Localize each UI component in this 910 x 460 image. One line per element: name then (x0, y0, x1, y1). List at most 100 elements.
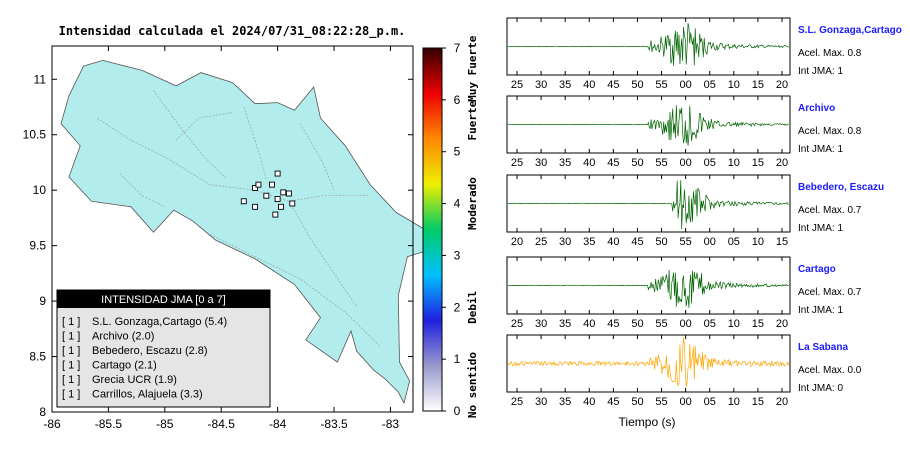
road-line (153, 90, 228, 180)
time-tick-label: 10 (728, 396, 740, 408)
road-line (288, 201, 357, 307)
legend-station: Archivo (2.0) (92, 331, 154, 343)
jma-intensity: Int JMA: 0 (798, 383, 843, 394)
time-tick-label: 30 (535, 318, 547, 330)
station-marker (269, 181, 275, 188)
legend-intensity: [ 1 ] (62, 360, 80, 372)
time-tick-label: 40 (583, 79, 595, 91)
colorbar-tick-label: 1 (454, 352, 461, 366)
colorbar-band-label: No sentido (466, 352, 479, 419)
map-frame (51, 45, 414, 413)
waveform-trace (507, 105, 789, 146)
time-tick-label: 10 (728, 79, 740, 91)
colorbar-tick-label: 5 (454, 145, 461, 159)
time-tick-label: 50 (631, 157, 643, 169)
station-marker (274, 196, 281, 203)
time-tick-label: 40 (607, 236, 619, 248)
road-line (243, 106, 267, 180)
time-tick-label: 30 (559, 236, 571, 248)
legend-header (57, 290, 270, 308)
time-tick-label: 20 (776, 79, 788, 91)
time-tick-label: 00 (680, 79, 692, 91)
time-tick-label: 00 (680, 157, 692, 169)
peak-acceleration: Acel. Max. 0.7 (798, 205, 862, 216)
time-tick-label: 35 (559, 396, 571, 408)
station-name: Archivo (798, 103, 835, 114)
legend-intensity: [ 1 ] (62, 374, 80, 386)
time-tick-label: 45 (607, 79, 619, 91)
legend-intensity: [ 1 ] (62, 389, 80, 401)
intensity-legend (56, 289, 271, 408)
time-tick-label: 25 (511, 318, 523, 330)
time-tick-label: 25 (511, 157, 523, 169)
waveform-trace (508, 23, 789, 66)
time-tick-label: 35 (559, 79, 571, 91)
x-tick-label: -86 (43, 417, 61, 431)
waveform-trace (508, 269, 789, 308)
time-tick-label: 20 (776, 318, 788, 330)
time-tick-label: 40 (583, 396, 595, 408)
station-marker (252, 185, 259, 191)
station-name: S.L. Gonzaga,Cartago (798, 25, 902, 36)
station-marker (252, 203, 259, 210)
time-tick-label: 20 (776, 157, 788, 169)
time-tick-label: 05 (704, 396, 716, 408)
time-tick-label: 25 (535, 236, 547, 248)
map-title: Intensidad calculada el 2024/07/31_08:22… (59, 24, 406, 39)
y-tick-label: 8.5 (29, 350, 46, 364)
time-tick-label: 15 (752, 396, 764, 408)
waveform-panel: 20 25 30 35 40 45 50 55 00 05 10 15 Bebedero, Escazu… (506, 174, 884, 248)
legend-intensity: [ 1 ] (62, 316, 80, 328)
time-tick-label: 50 (631, 396, 643, 408)
jma-intensity: Int JMA: 1 (798, 66, 843, 77)
time-tick-label: 40 (583, 318, 595, 330)
time-tick-label: 35 (559, 318, 571, 330)
station-marker (255, 181, 262, 188)
time-tick-label: 35 (559, 157, 571, 169)
station-name: La Sabana (798, 342, 848, 353)
y-tick-label: 9 (39, 294, 46, 308)
time-tick-label: 10 (728, 157, 740, 169)
station-name: Cartago (798, 264, 836, 275)
colorbar-band-label: Moderado (466, 177, 479, 230)
station-marker (272, 211, 279, 218)
x-tick-label: -83 (382, 417, 400, 431)
time-tick-label: 50 (631, 318, 643, 330)
time-tick-label: 55 (655, 157, 667, 169)
time-tick-label: 00 (680, 396, 692, 408)
waveform-panel: 25 30 35 40 45 50 55 00 05 10 15 20 Archivo Acel. Max… (506, 95, 862, 169)
time-tick-label: 15 (776, 236, 788, 248)
legend-station: Bebedero, Escazu (2.8) (92, 345, 208, 357)
peak-acceleration: Acel. Max. 0.0 (798, 365, 862, 376)
road-line (175, 112, 233, 141)
legend-title: INTENSIDAD JMA [0 a 7] (101, 294, 226, 306)
time-tick-label: 25 (511, 79, 523, 91)
colorbar (422, 47, 443, 412)
waveform-panel: 25 30 35 40 45 50 55 00 05 10 15 20 Cartago Acel. Max… (506, 256, 862, 330)
colorbar-tick-label: 4 (454, 197, 461, 211)
time-tick-label: 05 (704, 318, 716, 330)
time-tick-label: 45 (607, 318, 619, 330)
time-tick-label: 55 (680, 236, 692, 248)
station-marker (280, 189, 287, 196)
time-tick-label: 00 (680, 318, 692, 330)
country-outline (60, 59, 434, 405)
time-tick-label: 50 (631, 79, 643, 91)
legend-intensity: [ 1 ] (62, 331, 80, 343)
time-tick-label: 45 (607, 396, 619, 408)
y-tick-label: 10.5 (23, 128, 47, 142)
x-tick-label: -85.5 (95, 417, 123, 431)
time-tick-label: 05 (704, 79, 716, 91)
time-tick-label: 15 (752, 79, 764, 91)
x-tick-label: -85 (156, 417, 174, 431)
jma-intensity: Int JMA: 1 (798, 223, 843, 234)
station-marker (285, 190, 292, 197)
time-tick-label: 55 (655, 396, 667, 408)
station-marker (240, 198, 247, 205)
x-tick-label: -84 (269, 417, 287, 431)
station-name: Bebedero, Escazu (798, 182, 884, 193)
jma-intensity: Int JMA: 1 (798, 305, 843, 316)
legend-station: Carrillos, Alajuela (3.3) (92, 389, 203, 401)
colorbar-tick-label: 0 (454, 404, 461, 418)
